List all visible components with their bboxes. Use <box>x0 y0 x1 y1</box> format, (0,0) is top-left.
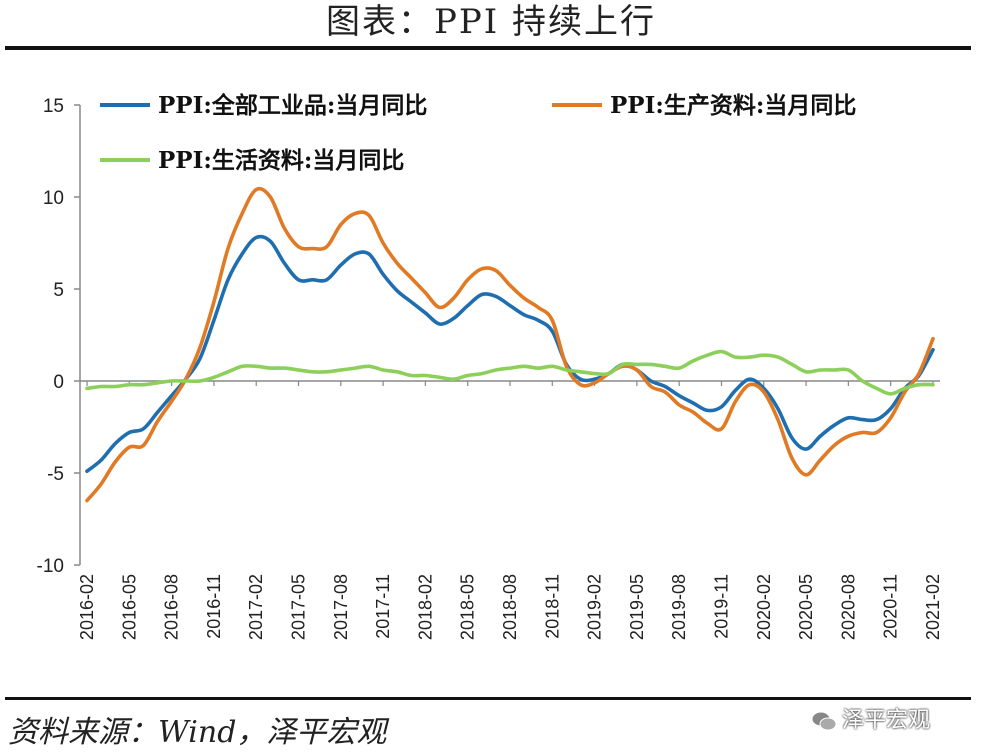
ppi-line-chart: 15 10 5 0 -5 -10 2016-02 2016-05 2016-08 2016-11 2… <box>37 92 943 640</box>
y-tick-label: 15 <box>43 96 64 117</box>
x-tick-label: 2020-11 <box>881 574 901 639</box>
x-tick-label: 2020-05 <box>796 574 816 640</box>
x-tick-label: 2020-08 <box>838 574 858 640</box>
legend-label: PPI:生活资料:当月同比 <box>158 147 404 174</box>
x-tick-label: 2018-08 <box>500 574 520 640</box>
x-tick-label: 2018-02 <box>415 574 435 640</box>
x-tick-label: 2017-05 <box>289 574 309 640</box>
wechat-icon <box>811 711 837 731</box>
source-note: 资料来源：Wind，泽平宏观 <box>8 715 387 750</box>
x-tick-label: 2019-11 <box>711 574 731 639</box>
x-tick-label: 2019-02 <box>585 574 605 640</box>
series-line-consumer-goods <box>85 349 935 396</box>
x-tick-label: 2016-05 <box>119 574 139 640</box>
x-tick-label: 2021-02 <box>923 574 943 640</box>
x-tick-label: 2018-05 <box>458 574 478 640</box>
x-tick-label: 2017-08 <box>331 574 351 640</box>
legend-label: PPI:全部工业品:当月同比 <box>158 92 427 119</box>
x-tick-label: 2019-08 <box>669 574 689 640</box>
x-tick-label: 2018-11 <box>542 574 562 639</box>
y-tick-label: 0 <box>53 372 64 393</box>
watermark: 泽平宏观 <box>810 702 930 734</box>
top-rule <box>5 46 971 50</box>
y-tick-label: 10 <box>43 188 64 209</box>
x-tick-label: 2016-11 <box>204 574 224 639</box>
series-line-means-of-production <box>85 186 935 503</box>
watermark-text: 泽平宏观 <box>842 708 931 733</box>
legend-label: PPI:生产资料:当月同比 <box>610 92 856 119</box>
x-tick-label: 2017-02 <box>246 574 266 640</box>
x-tick-label: 2016-02 <box>77 574 97 640</box>
y-tick-label: -10 <box>37 556 64 577</box>
x-tick-label: 2020-02 <box>754 574 774 640</box>
x-tick-label: 2019-05 <box>627 574 647 640</box>
x-tick-label: 2016-08 <box>162 574 182 640</box>
y-tick-label: -5 <box>47 464 64 485</box>
series-line-all-industry <box>85 234 935 473</box>
y-tick-label: 5 <box>53 280 64 301</box>
x-tick-label: 2017-11 <box>373 574 393 639</box>
chart-title: 图表：PPI 持续上行 <box>326 2 656 42</box>
bottom-rule <box>5 697 971 700</box>
